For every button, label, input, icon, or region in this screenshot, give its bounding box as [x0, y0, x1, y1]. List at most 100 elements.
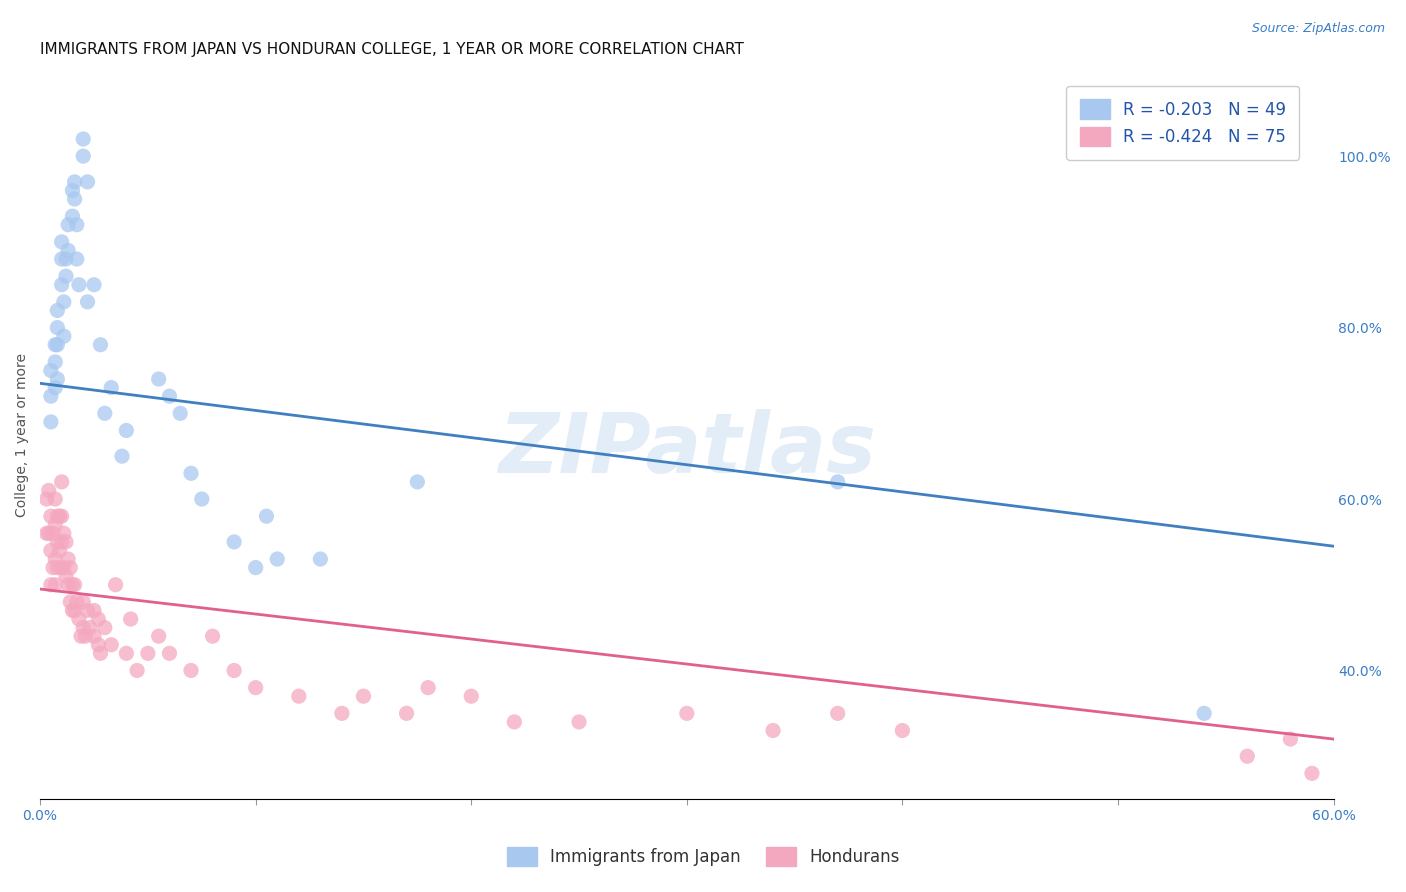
Point: [1236, 749, 1258, 764]
Point: [1192, 706, 1215, 721]
Point: [35, 491, 58, 506]
Point: [46, 560, 69, 574]
Point: [503, 714, 526, 729]
Point: [180, 664, 202, 678]
Point: [94, 621, 117, 635]
Point: [63, 578, 86, 592]
Point: [89, 337, 111, 351]
Point: [44, 381, 66, 395]
Point: [827, 706, 849, 721]
Point: [115, 424, 138, 438]
Point: [159, 646, 181, 660]
Point: [56, 218, 79, 232]
Point: [87, 638, 110, 652]
Point: [159, 389, 181, 403]
Point: [1301, 766, 1323, 780]
Point: [51, 560, 73, 574]
Point: [245, 681, 267, 695]
Point: [104, 578, 127, 592]
Point: [66, 252, 89, 266]
Point: [52, 526, 75, 541]
Point: [72, 621, 94, 635]
Point: [406, 475, 429, 489]
Point: [55, 569, 77, 583]
Point: [46, 535, 69, 549]
Point: [39, 509, 62, 524]
Point: [56, 552, 79, 566]
Point: [418, 681, 440, 695]
Point: [89, 646, 111, 660]
Point: [75, 629, 97, 643]
Text: IMMIGRANTS FROM JAPAN VS HONDURAN COLLEGE, 1 YEAR OR MORE CORRELATION CHART: IMMIGRANTS FROM JAPAN VS HONDURAN COLLEG…: [41, 42, 744, 57]
Point: [62, 209, 84, 223]
Point: [224, 664, 246, 678]
Point: [38, 526, 60, 541]
Point: [330, 706, 353, 721]
Point: [51, 535, 73, 549]
Point: [39, 543, 62, 558]
Point: [891, 723, 914, 738]
Point: [38, 483, 60, 498]
Point: [42, 560, 65, 574]
Point: [180, 467, 202, 481]
Point: [266, 552, 288, 566]
Y-axis label: College, 1 year or more: College, 1 year or more: [15, 352, 30, 516]
Point: [148, 372, 170, 386]
Point: [70, 629, 93, 643]
Point: [111, 449, 134, 463]
Point: [94, 406, 117, 420]
Legend: Immigrants from Japan, Hondurans: Immigrants from Japan, Hondurans: [498, 838, 908, 875]
Point: [245, 560, 267, 574]
Point: [44, 355, 66, 369]
Point: [201, 629, 224, 643]
Point: [395, 706, 418, 721]
Text: Source: ZipAtlas.com: Source: ZipAtlas.com: [1251, 22, 1385, 36]
Point: [72, 595, 94, 609]
Point: [51, 509, 73, 524]
Point: [62, 578, 84, 592]
Point: [100, 638, 122, 652]
Point: [63, 192, 86, 206]
Point: [51, 235, 73, 249]
Point: [52, 329, 75, 343]
Point: [56, 244, 79, 258]
Point: [39, 389, 62, 403]
Point: [66, 595, 89, 609]
Point: [79, 621, 101, 635]
Point: [46, 509, 69, 524]
Point: [56, 578, 79, 592]
Point: [568, 714, 591, 729]
Point: [52, 560, 75, 574]
Point: [48, 509, 70, 524]
Point: [46, 303, 69, 318]
Point: [127, 664, 149, 678]
Point: [46, 337, 69, 351]
Point: [148, 629, 170, 643]
Point: [309, 552, 332, 566]
Point: [59, 560, 82, 574]
Point: [67, 277, 90, 292]
Point: [460, 689, 482, 703]
Point: [288, 689, 311, 703]
Point: [55, 252, 77, 266]
Point: [100, 381, 122, 395]
Point: [63, 603, 86, 617]
Point: [675, 706, 697, 721]
Point: [39, 415, 62, 429]
Point: [55, 535, 77, 549]
Point: [1279, 732, 1302, 747]
Point: [115, 646, 138, 660]
Point: [44, 517, 66, 532]
Point: [63, 175, 86, 189]
Point: [191, 491, 214, 506]
Point: [35, 526, 58, 541]
Point: [83, 629, 105, 643]
Point: [44, 337, 66, 351]
Point: [72, 149, 94, 163]
Text: ZIPatlas: ZIPatlas: [498, 409, 876, 490]
Point: [46, 372, 69, 386]
Point: [55, 269, 77, 284]
Point: [827, 475, 849, 489]
Point: [76, 175, 98, 189]
Point: [353, 689, 375, 703]
